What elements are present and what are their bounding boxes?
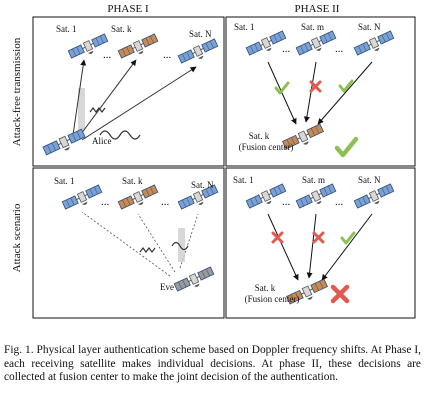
p2-check-1-icon — [274, 81, 290, 95]
p3-sat-k-icon — [117, 183, 161, 214]
p3-sat-k-label: Sat. k — [122, 176, 143, 186]
p4-check-icon — [340, 231, 356, 245]
p3-dots-1: ... — [101, 196, 110, 208]
p2-dots-1: ... — [282, 43, 291, 55]
p1-sat-n-label: Sat. N — [189, 29, 212, 39]
p3-dots-2: ... — [161, 196, 170, 208]
p1-dots-1: ... — [103, 49, 112, 61]
panel-phase1-attack-free — [32, 16, 225, 167]
p4-sat-m-icon — [295, 182, 339, 213]
p3-signals — [81, 211, 199, 277]
p4-dots-1: ... — [282, 196, 291, 208]
panel-phase2-attack-free — [225, 16, 416, 167]
p2-final-check-icon — [334, 136, 359, 158]
p2-cross-icon — [309, 80, 322, 93]
p2-fusion-label-2: (Fusion center) — [239, 142, 294, 152]
p4-cross-2-icon — [312, 231, 325, 244]
p1-signals — [72, 59, 197, 141]
p4-sat-n-icon — [353, 182, 397, 213]
p1-dots-2: ... — [163, 49, 172, 61]
p1-sat-k-icon — [117, 32, 161, 63]
p2-sat-m-label: Sat. m — [301, 22, 324, 32]
p3-eve-label: Eve — [160, 282, 174, 292]
panel-phase1-attack — [32, 167, 225, 319]
p4-sat-n-label: Sat. N — [358, 175, 381, 185]
p4-final-cross-icon — [330, 284, 350, 304]
p1-alice-label: Alice — [92, 136, 112, 146]
p3-sat-1-label: Sat. 1 — [54, 176, 75, 186]
p1-sat-1-label: Sat. 1 — [56, 24, 77, 34]
p2-sat-m-icon — [295, 29, 339, 60]
row-label-attack-free: Attack-free transmission — [11, 37, 23, 146]
p4-fusion-label-1: Sat. k — [255, 283, 276, 293]
p4-dots-2: ... — [335, 196, 344, 208]
panel-phase2-attack — [225, 167, 416, 319]
p2-sat-n-label: Sat. N — [358, 22, 381, 32]
p1-sat-k-label: Sat. k — [111, 24, 132, 34]
p1-sat-n-icon — [177, 37, 221, 68]
figure-caption: Fig. 1. Physical layer authentication sc… — [4, 344, 421, 384]
row-label-attack: Attack scenario — [11, 203, 23, 272]
p4-fusion-label-2: (Fusion center) — [245, 294, 300, 304]
phase-1-header: PHASE I — [107, 3, 149, 15]
p4-cross-1-icon — [271, 231, 284, 244]
figure-diagram: PHASE I PHASE II Attack-free transmissio… — [11, 3, 416, 319]
p3-eve-icon — [173, 265, 217, 296]
p2-dots-2: ... — [335, 43, 344, 55]
p2-sat-1-label: Sat. 1 — [234, 22, 255, 32]
p2-fusion-label-1: Sat. k — [249, 131, 270, 141]
p3-sat-1-icon — [61, 183, 105, 214]
p2-check-2-icon — [338, 79, 354, 93]
p2-arrows — [267, 61, 373, 125]
p2-sat-n-icon — [353, 29, 397, 60]
p4-arrows — [267, 213, 373, 281]
p1-alice-icon — [42, 128, 88, 160]
p3-sat-n-label: Sat. N — [191, 180, 214, 190]
p4-sat-1-label: Sat. 1 — [233, 175, 254, 185]
phase-2-header: PHASE II — [295, 3, 340, 15]
p4-sat-m-label: Sat. m — [302, 175, 325, 185]
